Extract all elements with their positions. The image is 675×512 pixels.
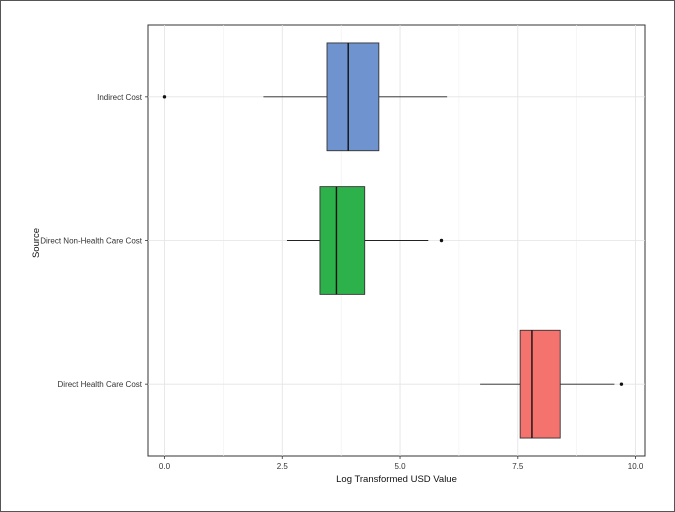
outlier-point: [439, 238, 444, 243]
iqr-box: [319, 186, 366, 295]
iqr-box: [326, 42, 380, 152]
axis-ticks: Indirect Cost Direct Non-Health Care Cost…: [40, 93, 644, 471]
x-tick-label: 10.0: [628, 462, 644, 471]
y-tick-label: Direct Non-Health Care Cost: [40, 237, 143, 246]
y-tick-label: Indirect Cost: [97, 93, 143, 102]
x-axis-title: Log Transformed USD Value: [336, 474, 457, 485]
box-1: [162, 42, 448, 152]
y-tick-label: Direct Health Care Cost: [58, 380, 143, 389]
x-tick-label: 0.0: [159, 462, 171, 471]
outlier-point: [162, 95, 167, 99]
iqr-box: [519, 329, 561, 439]
outlier-point: [619, 382, 624, 386]
x-tick-label: 5.0: [394, 462, 406, 471]
box-3: [480, 329, 624, 439]
x-tick-label: 7.5: [512, 462, 524, 471]
box-2: [286, 186, 444, 295]
boxes: [162, 42, 624, 439]
x-tick-label: 2.5: [277, 462, 289, 471]
y-axis-title: Source: [31, 228, 42, 258]
